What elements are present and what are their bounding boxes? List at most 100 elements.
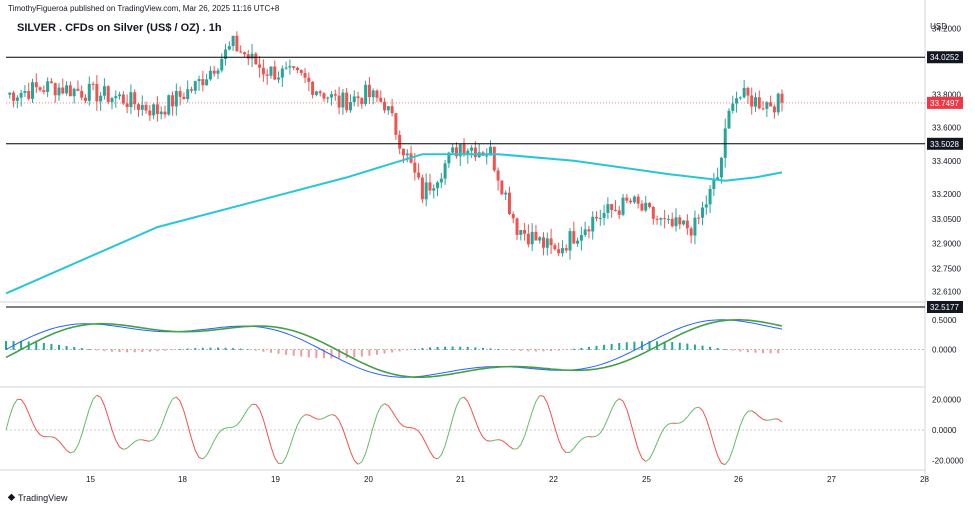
osc1-histogram-bar [35, 342, 38, 350]
candle-body [564, 248, 568, 251]
candle-body [542, 237, 546, 248]
osc1-histogram-bar [118, 349, 121, 353]
candle-body [269, 66, 273, 76]
candle-body [761, 108, 765, 110]
osc1-histogram-bar [693, 344, 696, 350]
osc2-line-segment [494, 439, 499, 441]
osc2-line-segment [191, 438, 196, 451]
candle-body [693, 217, 697, 236]
osc2-line-segment [372, 414, 378, 428]
current-price-label-bg [927, 96, 963, 109]
osc1-histogram-bar [383, 349, 386, 354]
candle-body [273, 66, 277, 80]
osc1-histogram-bar [345, 349, 348, 358]
osc2-line-segment [641, 457, 647, 462]
candle-body [583, 229, 587, 235]
candle-body [152, 104, 156, 116]
candle-body [701, 207, 705, 218]
candle-body [685, 220, 689, 229]
candle-body [208, 70, 212, 80]
osc2-line-segment [353, 460, 359, 465]
candle-body [171, 95, 175, 107]
osc2-line-segment [403, 425, 408, 428]
candle-body [280, 68, 284, 78]
x-tick-label: 18 [178, 475, 187, 484]
osc1-histogram-bar [353, 349, 356, 358]
osc1-histogram-bar [648, 341, 651, 350]
osc2-line-segment [77, 434, 83, 446]
candle-body [538, 237, 542, 241]
osc2-line-segment [281, 456, 287, 464]
osc1-histogram-bar [709, 346, 712, 350]
osc1-histogram-bar [163, 349, 166, 351]
osc2-line-segment [107, 417, 113, 430]
osc2-line-segment [259, 409, 264, 420]
candle-body [485, 155, 489, 157]
osc2-line-segment [134, 439, 139, 443]
osc1-histogram-bar [671, 341, 674, 350]
candle-body [87, 83, 91, 101]
osc2-line-segment [24, 404, 30, 414]
osc2-line-segment [460, 396, 465, 400]
osc1-histogram-bar [739, 349, 742, 352]
candle-body [307, 77, 311, 82]
osc2-line-segment [486, 440, 491, 442]
osc2-line-segment [289, 434, 295, 447]
osc2-line-segment [145, 440, 150, 442]
osc2-line-segment [274, 457, 279, 464]
osc1-histogram-bar [610, 343, 613, 350]
osc2-line-segment [213, 433, 219, 441]
osc2-line-segment [615, 398, 620, 403]
osc2-line-segment [705, 418, 711, 431]
candle-body [34, 82, 38, 88]
candle-body [330, 94, 334, 98]
candle-body [454, 147, 458, 157]
osc2-line-segment [709, 430, 715, 445]
osc2-line-segment [679, 420, 684, 424]
osc1-histogram-bar [512, 349, 515, 351]
osc2-line-segment [603, 418, 609, 428]
candle-body [606, 204, 610, 214]
osc1-histogram-bar [269, 349, 272, 353]
footer-brand[interactable]: ⬥ TradingView [8, 492, 68, 503]
candle-body [292, 66, 296, 68]
osc2-line-segment [664, 423, 669, 428]
candle-body [121, 94, 125, 104]
candle-body [61, 87, 65, 94]
osc2-line-segment [758, 416, 764, 420]
osc2-line-segment [123, 447, 128, 450]
osc2-line-segment [550, 414, 556, 428]
osc2-line-segment [755, 412, 760, 417]
candle-body [30, 82, 34, 99]
candle-body [345, 92, 349, 111]
candle-body [102, 86, 106, 96]
candle-body [159, 111, 163, 115]
osc2-line-segment [611, 401, 616, 410]
osc2-tick-label: 20.0000 [932, 396, 961, 405]
candle-body [473, 147, 477, 158]
osc2-line-segment [160, 415, 166, 427]
candle-body [492, 146, 496, 171]
candle-body [644, 202, 648, 211]
y-tick-label: 33.4000 [932, 157, 961, 166]
osc1-macd-line [5, 319, 783, 378]
osc2-line-segment [209, 440, 215, 449]
osc2-line-segment [527, 411, 533, 425]
osc2-line-segment [497, 439, 502, 441]
osc2-line-segment [585, 436, 590, 438]
osc2-line-segment [770, 418, 775, 421]
level-label-bg [927, 137, 963, 150]
candle-body [364, 84, 368, 104]
osc2-line-segment [694, 406, 699, 409]
osc1-histogram-bar [57, 344, 60, 350]
osc1-histogram-bar [50, 343, 53, 350]
osc2-line-segment [656, 433, 662, 443]
osc1-histogram-bar [618, 342, 621, 350]
osc2-line-segment [440, 445, 446, 456]
candle-body [129, 92, 133, 108]
candle-body [557, 249, 561, 254]
osc1-histogram-bar [754, 349, 757, 353]
osc2-line-segment [380, 403, 385, 407]
candle-body [110, 98, 114, 103]
candle-body [83, 97, 87, 101]
